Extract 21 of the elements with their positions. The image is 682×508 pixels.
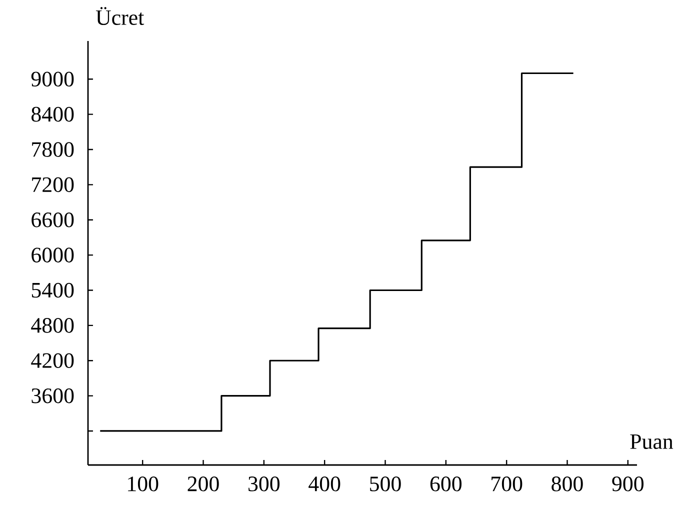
x-tick-label: 300 — [248, 476, 280, 492]
x-tick-label: 900 — [612, 476, 644, 492]
x-tick-label: 100 — [128, 476, 158, 492]
y-tick-label: 4800 — [31, 318, 74, 333]
y-tick-label: 6000 — [32, 248, 74, 262]
x-tick-label: 800 — [552, 476, 583, 492]
x-tick-label: 400 — [308, 476, 340, 492]
y-axis-title: Ücret — [96, 7, 144, 26]
y-tick-label: 7800 — [32, 142, 74, 157]
x-tick-label: 600 — [430, 476, 462, 492]
x-tick-label: 200 — [188, 476, 219, 492]
y-tick-label: 5400 — [32, 282, 74, 298]
x-tick-label: 500 — [370, 476, 401, 492]
y-tick-label: 7200 — [32, 177, 74, 192]
x-tick-label: 700 — [492, 476, 522, 492]
y-tick-label: 8400 — [32, 106, 74, 122]
y-tick-label: 4200 — [31, 353, 74, 368]
x-axis-title: Puan — [630, 434, 674, 450]
y-tick-label: 6600 — [32, 212, 74, 228]
y-tick-label: 9000 — [31, 72, 74, 87]
y-tick-label: 3600 — [32, 388, 74, 404]
